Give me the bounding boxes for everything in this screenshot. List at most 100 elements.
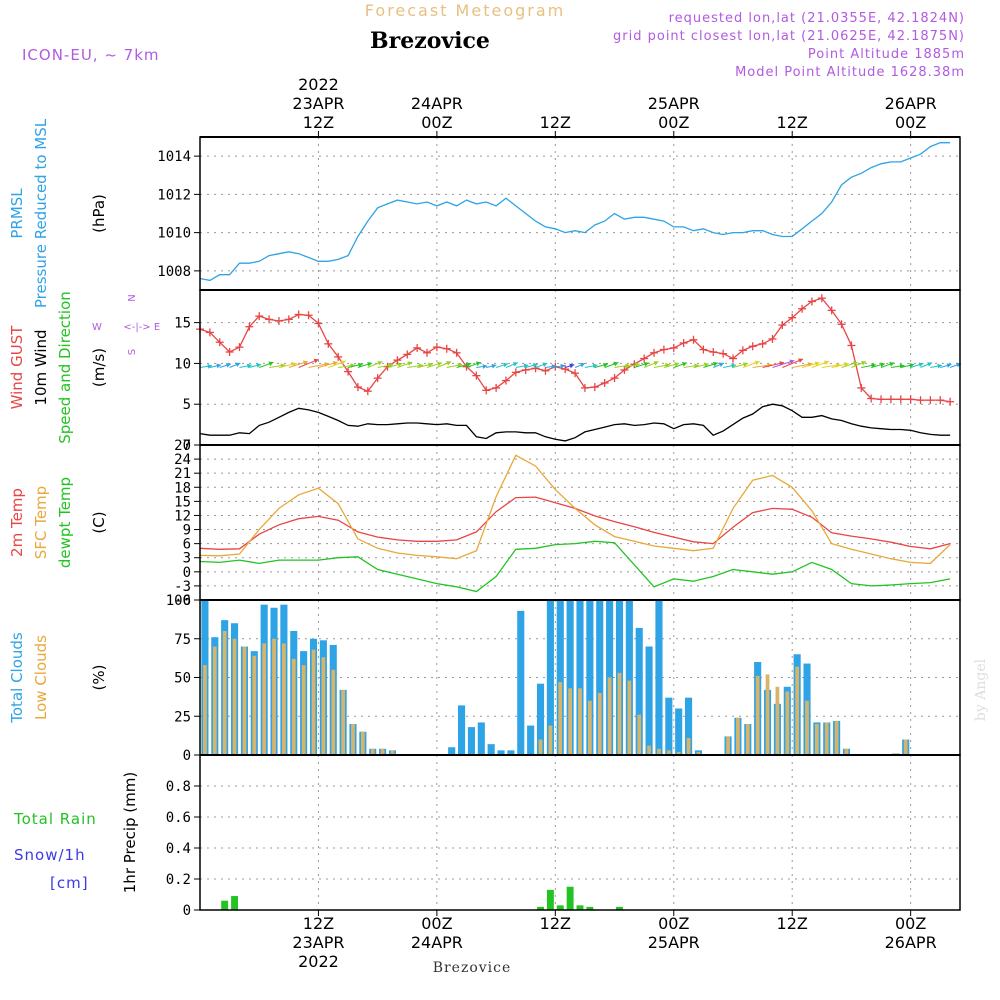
ytick-label: 0 bbox=[183, 748, 191, 764]
compass-arrow: <-|-> bbox=[123, 322, 150, 333]
bar-total-clouds bbox=[536, 683, 545, 755]
gust-marker bbox=[205, 328, 214, 337]
wind-arrow bbox=[801, 361, 820, 368]
ytick-label: 15 bbox=[174, 316, 191, 332]
bar-low-clouds bbox=[785, 691, 790, 755]
gust-marker bbox=[669, 343, 678, 352]
bar-low-clouds bbox=[390, 750, 395, 755]
bar-total-clouds bbox=[487, 744, 495, 755]
clouds-panel: 0 25 50 75 100 Total Clouds Low Clouds (%) bbox=[8, 593, 961, 764]
gust-marker bbox=[827, 306, 836, 315]
bar-low-clouds bbox=[538, 739, 543, 755]
gust-marker bbox=[324, 339, 333, 348]
gust-marker bbox=[571, 369, 580, 378]
bar-total-clouds bbox=[596, 600, 604, 755]
gust-marker bbox=[689, 335, 698, 344]
gust-marker bbox=[640, 354, 649, 363]
gust-marker bbox=[344, 367, 353, 376]
gust-marker bbox=[373, 374, 382, 383]
wind-arrow bbox=[328, 360, 346, 368]
wind-arrow bbox=[209, 363, 222, 369]
gust-marker bbox=[877, 395, 886, 404]
gust-marker bbox=[403, 350, 412, 359]
wind-arrow bbox=[604, 361, 619, 368]
ylabel-temperature-2: dewpt Temp bbox=[56, 477, 74, 568]
chart-title: Forecast Meteogram bbox=[365, 1, 565, 20]
bar-low-clouds bbox=[617, 672, 622, 755]
gust-marker bbox=[847, 341, 856, 350]
wind-arrow bbox=[634, 361, 649, 368]
wind-arrow bbox=[545, 364, 557, 369]
wind-arrow bbox=[713, 362, 725, 368]
gust-marker bbox=[719, 349, 728, 358]
model-altitude: Model Point Altitude 1628.38m bbox=[735, 65, 965, 80]
bar-total-clouds bbox=[448, 747, 456, 755]
gust-marker bbox=[610, 374, 619, 383]
bar-total-rain bbox=[537, 906, 544, 910]
bar-low-clouds bbox=[676, 751, 681, 755]
bar-total-clouds bbox=[556, 600, 564, 755]
wind-arrow bbox=[811, 360, 830, 368]
bar-low-clouds bbox=[775, 686, 780, 755]
wind-arrow bbox=[782, 358, 804, 368]
bar-low-clouds bbox=[726, 736, 730, 755]
bar-low-clouds bbox=[587, 700, 592, 755]
ylabel-wind-0: Wind GUST bbox=[8, 325, 26, 410]
ylabel-temperature-1: SFC Temp bbox=[32, 486, 50, 559]
bar-low-clouds bbox=[637, 714, 642, 755]
gust-marker bbox=[896, 395, 905, 404]
gust-marker bbox=[393, 356, 402, 365]
wind-arrow bbox=[594, 362, 609, 368]
gust-marker bbox=[936, 396, 945, 405]
wind-arrow bbox=[259, 361, 274, 368]
bar-low-clouds bbox=[222, 631, 227, 755]
compass-east: E bbox=[154, 322, 160, 333]
bottom-time-label: 00Z bbox=[895, 914, 926, 933]
gust-marker bbox=[857, 383, 866, 392]
bar-low-clouds bbox=[657, 748, 661, 755]
ytick-label: -6 bbox=[174, 593, 191, 609]
ytick-label: 5 bbox=[183, 397, 191, 413]
bar-low-clouds bbox=[548, 725, 553, 755]
top-time-label: 25APR bbox=[648, 94, 700, 113]
temperature-frame bbox=[199, 444, 961, 601]
bar-low-clouds bbox=[627, 680, 632, 755]
bar-total-clouds bbox=[458, 705, 466, 755]
legend-total-rain: Total Rain bbox=[13, 810, 97, 828]
ytick-label: 50 bbox=[174, 671, 191, 687]
precip-panel: 0 0.2 0.4 0.6 0.8 1hr Precip (mm) bbox=[121, 754, 961, 919]
bar-low-clouds bbox=[686, 737, 691, 755]
wind-arrow bbox=[397, 361, 413, 368]
bottom-time-label: 12Z bbox=[303, 914, 334, 933]
gust-marker bbox=[235, 343, 244, 352]
gust-marker bbox=[837, 320, 846, 329]
bar-total-clouds bbox=[685, 697, 693, 755]
gust-marker bbox=[472, 371, 481, 380]
gust-marker bbox=[788, 313, 797, 322]
bar-total-clouds bbox=[467, 727, 475, 755]
bar-low-clouds bbox=[765, 674, 770, 755]
top-time-label: 00Z bbox=[895, 113, 926, 132]
ytick-label: 10 bbox=[174, 356, 191, 372]
ytick-label: 27 bbox=[174, 438, 191, 454]
location-title: Brezovice bbox=[370, 28, 490, 54]
bar-low-clouds bbox=[311, 649, 316, 755]
bar-low-clouds bbox=[903, 739, 908, 755]
top-time-label: 12Z bbox=[540, 113, 571, 132]
gust-marker bbox=[580, 383, 589, 392]
bar-low-clouds bbox=[291, 658, 296, 755]
ytick-label: 0.8 bbox=[166, 779, 191, 795]
wind-arrow bbox=[871, 362, 886, 368]
ytick-label: 1012 bbox=[157, 187, 191, 203]
wind-arrow bbox=[624, 362, 640, 368]
ytick-label: 0 bbox=[183, 438, 191, 454]
gust-marker bbox=[304, 311, 313, 320]
watermark: by Angel bbox=[973, 658, 989, 721]
gust-marker bbox=[946, 397, 955, 406]
wind-arrow bbox=[693, 362, 710, 368]
gust-marker bbox=[748, 342, 757, 351]
pressure-frame bbox=[199, 136, 961, 291]
gust-marker bbox=[225, 348, 234, 356]
wind-arrow bbox=[732, 362, 749, 368]
ytick-label: 9 bbox=[183, 523, 191, 539]
